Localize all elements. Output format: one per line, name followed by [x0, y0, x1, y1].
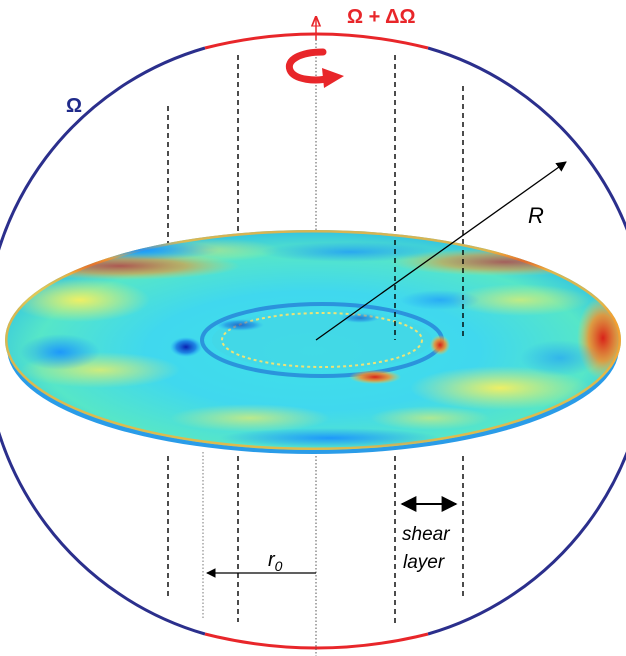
r0-main: r [268, 549, 276, 571]
shear-layer-guides-bottom [167, 456, 464, 626]
rotation-arrow-icon [285, 18, 344, 88]
equatorial-disk [5, 230, 621, 454]
vortex-red [430, 335, 450, 355]
outer-sphere [0, 46, 626, 636]
vortex-red [349, 370, 401, 384]
bottom-cap-arc [204, 632, 429, 650]
radius-arrow [315, 161, 567, 341]
shear-layer-label-line2: layer [403, 552, 445, 573]
outer-sphere-arc [0, 46, 206, 636]
r0-subscript: 0 [275, 558, 283, 574]
omega-plus-delta-label: Ω + ΔΩ [347, 6, 416, 28]
outer-sphere-arc [427, 46, 626, 636]
shear-layer-guides-top [167, 55, 464, 250]
omega-label: Ω [66, 95, 82, 117]
r0-label: r0 [268, 549, 283, 574]
radius-label: R [528, 203, 544, 228]
shear-layer-label-line1: shear [402, 524, 450, 545]
vortex-blue [170, 337, 202, 357]
shear-layer-guides-mid [394, 240, 464, 340]
